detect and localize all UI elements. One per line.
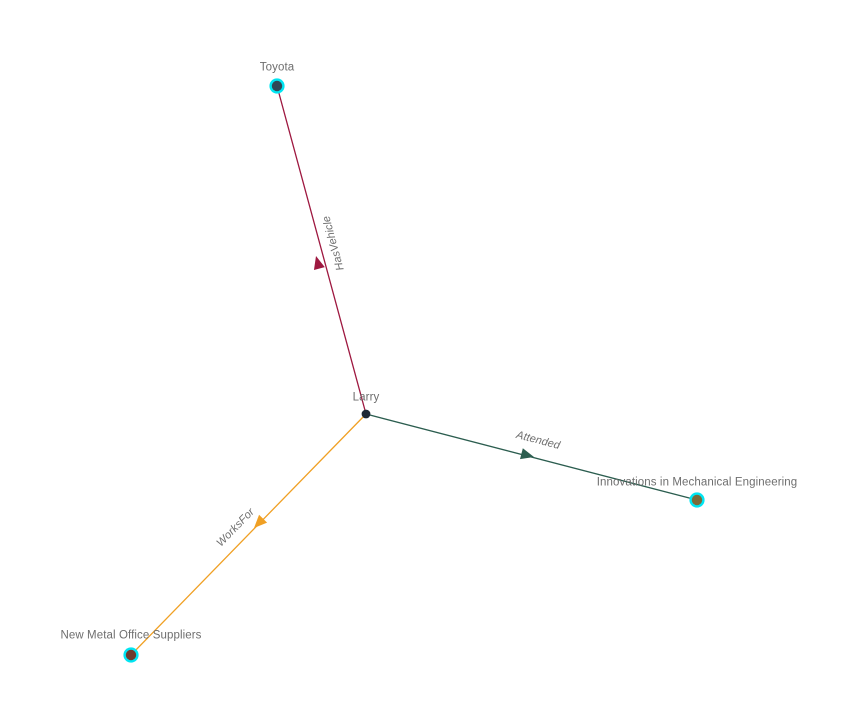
arrowhead-attended xyxy=(520,448,534,460)
arrowhead-layer xyxy=(254,256,534,528)
node-layer xyxy=(123,78,705,663)
graph-node-larry[interactable] xyxy=(361,409,371,419)
graph-edge-worksfor[interactable] xyxy=(130,413,367,656)
graph-node-innovations[interactable] xyxy=(691,494,703,506)
edge-layer xyxy=(130,85,698,656)
graph-edge-hasvehicle[interactable] xyxy=(276,85,367,415)
graph-node-toyota[interactable] xyxy=(271,80,283,92)
graph-node-suppliers[interactable] xyxy=(125,649,137,661)
arrowhead-hasvehicle xyxy=(313,256,325,271)
arrowhead-worksfor xyxy=(254,514,268,528)
